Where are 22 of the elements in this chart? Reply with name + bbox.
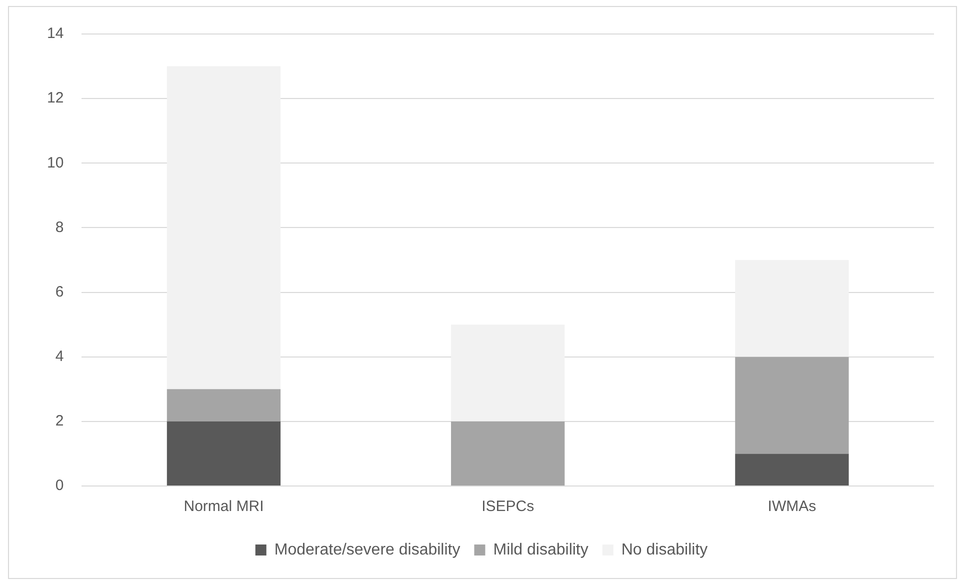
- y-tick-label: 6: [55, 283, 64, 300]
- bar: [451, 421, 565, 486]
- bar: [166, 389, 281, 422]
- legend-label: Mild disability: [493, 541, 588, 558]
- y-tick-label: 10: [46, 154, 64, 172]
- x-tick-label: Normal MRI: [184, 498, 264, 516]
- legend-label: Moderate/severe disability: [274, 541, 460, 558]
- y-tick-label: 2: [55, 412, 64, 430]
- bar: [735, 454, 849, 486]
- x-tick-label: IWMAs: [768, 498, 816, 516]
- legend-label: No disability: [621, 541, 708, 558]
- bar: [451, 324, 565, 422]
- bar: [166, 421, 281, 486]
- y-tick-label: 12: [46, 90, 64, 107]
- y-tick-label: 0: [55, 477, 64, 494]
- bar: [735, 260, 849, 357]
- y-tick-label: 14: [46, 25, 64, 42]
- bar: [735, 356, 849, 454]
- bar: [166, 66, 281, 390]
- y-tick-label: 4: [55, 348, 64, 365]
- y-tick-label: 8: [55, 218, 64, 236]
- x-tick-label: ISEPCs: [482, 498, 534, 516]
